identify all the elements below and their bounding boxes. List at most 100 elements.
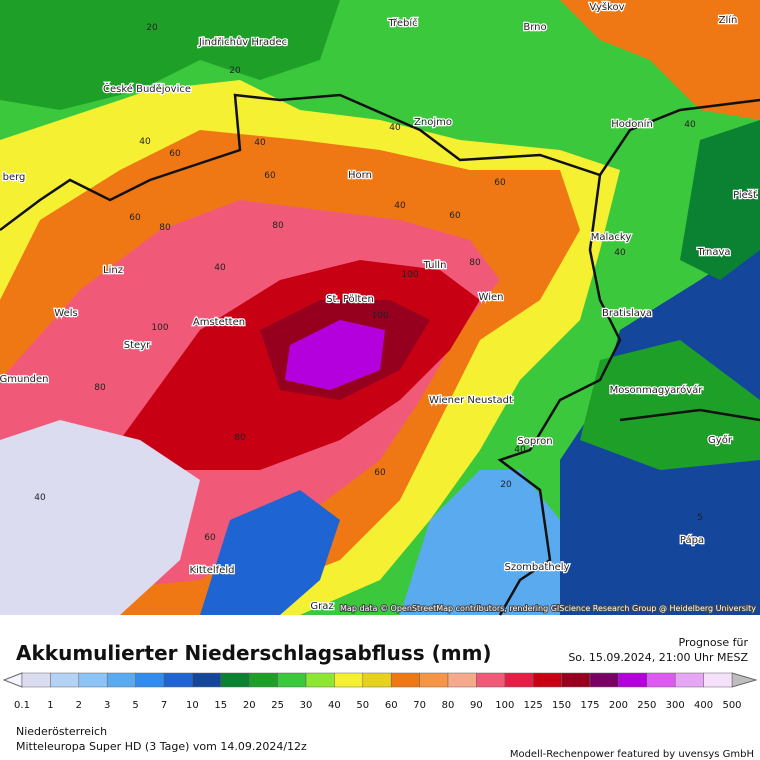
city-label: Malacky [591, 232, 632, 243]
contour-label: 20 [146, 23, 158, 33]
contour-label: 40 [214, 263, 226, 273]
legend-label: 400 [694, 700, 713, 711]
city-label: berg [3, 172, 26, 183]
legend-label: 70 [413, 700, 426, 711]
contour-label: 100 [151, 323, 168, 333]
city-label: Horn [348, 170, 372, 181]
city-label: Zlín [719, 14, 738, 26]
legend-swatch [106, 672, 136, 688]
contour-label: 5 [697, 513, 703, 523]
region: Niederösterreich [16, 725, 107, 738]
legend-label: 20 [243, 700, 256, 711]
city-label: Brno [523, 22, 546, 33]
legend-over [731, 672, 758, 688]
legend-label: 200 [609, 700, 628, 711]
legend-swatch [21, 672, 51, 688]
legend-swatch [674, 672, 704, 688]
legend-swatch [561, 672, 591, 688]
legend-swatch [305, 672, 335, 688]
contour-label: 80 [272, 221, 284, 231]
legend-swatch [192, 672, 222, 688]
contour-label: 60 [449, 211, 461, 221]
contour-label: 100 [401, 270, 418, 280]
contour-label: 60 [169, 149, 181, 159]
legend-swatch [589, 672, 619, 688]
legend-label: 250 [637, 700, 656, 711]
city-label: St. Pölten [326, 294, 374, 305]
city-label: Steyr [124, 340, 151, 351]
legend-label: 80 [442, 700, 455, 711]
legend-label: 300 [666, 700, 685, 711]
contour-label: 100 [371, 311, 388, 321]
legend-label: 15 [214, 700, 227, 711]
legend-label: 30 [300, 700, 313, 711]
city-label: Vyškov [589, 1, 624, 13]
city-label: Kittelfeld [190, 565, 235, 576]
legend-swatch [163, 672, 193, 688]
legend-label: 60 [385, 700, 398, 711]
contour-label: 20 [229, 66, 241, 76]
legend-swatch [419, 672, 449, 688]
legend-label: 100 [495, 700, 514, 711]
legend-swatch [248, 672, 278, 688]
legend-label: 50 [356, 700, 369, 711]
contour-label: 80 [159, 223, 171, 233]
legend-label: 90 [470, 700, 483, 711]
contour-label: 60 [374, 468, 386, 478]
city-label: Bratislava [602, 308, 652, 319]
contour-label: 40 [34, 493, 46, 503]
forecast-label: Prognose für [679, 636, 749, 649]
city-label: Graz [310, 601, 333, 612]
legend-label: 3 [104, 700, 110, 711]
contour-label: 40 [394, 201, 406, 211]
contour-label: 40 [684, 120, 696, 130]
credit: Modell-Rechenpower featured by uvensys G… [510, 749, 754, 760]
legend-label: 40 [328, 700, 341, 711]
contour-label: 20 [500, 480, 512, 490]
legend-swatch [362, 672, 392, 688]
city-label: Znojmo [414, 117, 452, 128]
city-label: Linz [103, 265, 123, 276]
legend-under [2, 672, 23, 688]
legend-swatch [447, 672, 477, 688]
legend-swatch [476, 672, 506, 688]
legend-swatch [532, 672, 562, 688]
contour-label: 80 [234, 433, 246, 443]
city-label: Hodonín [611, 118, 653, 130]
contour-label: 60 [204, 533, 216, 543]
legend-label: 1 [47, 700, 53, 711]
legend-swatch [646, 672, 676, 688]
legend-swatch [334, 672, 364, 688]
legend-swatch [50, 672, 80, 688]
legend-label: 10 [186, 700, 199, 711]
city-label: Amstetten [193, 317, 245, 328]
city-label: Jindřichův Hradec [198, 36, 287, 48]
map [0, 0, 760, 616]
legend-label: 2 [76, 700, 82, 711]
legend-label: 5 [132, 700, 138, 711]
legend-label: 150 [552, 700, 571, 711]
legend-swatch [390, 672, 420, 688]
legend-label: 125 [524, 700, 543, 711]
legend-label: 500 [722, 700, 741, 711]
forecast-time: So. 15.09.2024, 21:00 Uhr MESZ [568, 651, 748, 664]
attribution: Map data © OpenStreetMap contributors, r… [340, 604, 756, 613]
city-label: Szombathely [504, 562, 569, 573]
city-label: Wels [54, 308, 77, 319]
contour-label: 40 [614, 248, 626, 258]
legend-swatch [78, 672, 108, 688]
city-label: Pápa [680, 534, 704, 546]
city-label: Győr [708, 434, 733, 446]
legend-swatch [220, 672, 250, 688]
city-label: Mosonmagyaróvár [610, 384, 704, 396]
city-label: Trnava [696, 247, 730, 258]
legend-label: 0.1 [14, 700, 30, 711]
contour-label: 80 [469, 258, 481, 268]
legend-swatch [703, 672, 733, 688]
contour-label: 60 [494, 178, 506, 188]
city-label: České Budějovice [103, 82, 191, 95]
city-label: Tulln [423, 260, 447, 271]
legend-swatch [135, 672, 165, 688]
city-label: Sopron [517, 436, 552, 447]
